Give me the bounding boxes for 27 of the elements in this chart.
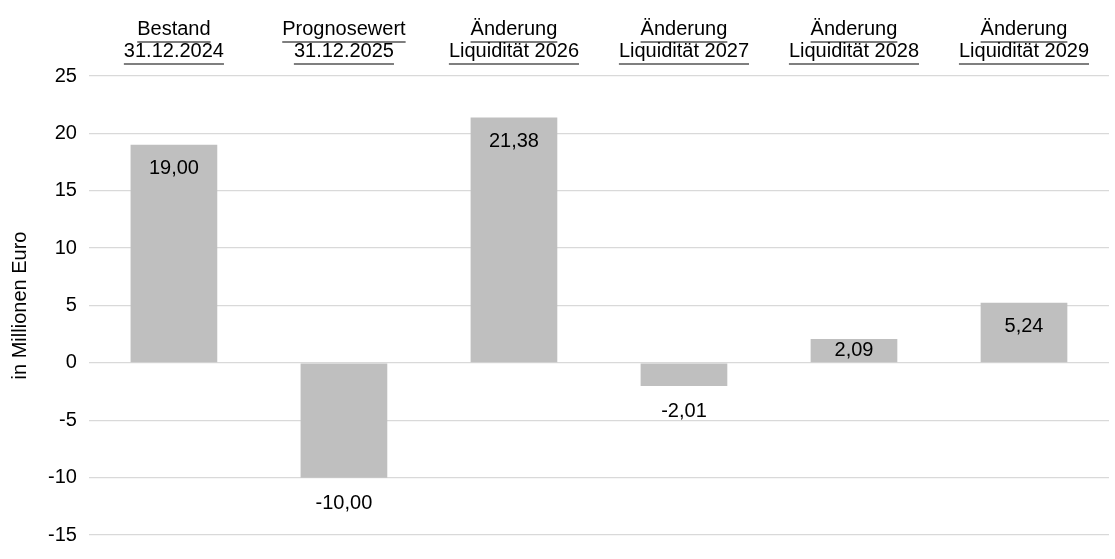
x-tick-label: Bestand 31.12.2024 [123,16,224,61]
x-tick-label: Änderung Liquidität 2028 [788,16,920,61]
y-tick-label: 20 [54,120,77,143]
y-tick-label: 10 [54,235,77,258]
x-tick-label: Änderung Liquidität 2027 [618,16,750,61]
y-tick-label: 5 [65,293,77,316]
x-tick-label: Änderung Liquidität 2026 [448,16,579,61]
y-tick-label: 15 [54,178,77,201]
bar [300,363,388,478]
y-tick-label: -15 [48,522,77,545]
bar [130,144,218,363]
data-label: -2,01 [661,399,707,422]
data-label: -10,00 [315,491,373,514]
y-tick-label: -10 [48,465,77,488]
y-tick-label: -5 [59,407,77,430]
y-axis-title: in Millionen Euro [7,231,30,380]
data-label: 21,38 [488,129,539,152]
x-tick-label: Prognosewert 31.12.2025 [282,16,407,61]
bar [640,363,728,386]
data-label: 19,00 [148,156,199,179]
data-label: 2,09 [834,338,874,361]
data-label: 5,24 [1004,314,1044,337]
bar [980,302,1068,363]
bar [470,117,558,363]
y-tick-label: 25 [54,63,77,86]
y-tick-label: 0 [65,350,77,373]
x-tick-label: Änderung Liquidität 2029 [958,16,1090,61]
